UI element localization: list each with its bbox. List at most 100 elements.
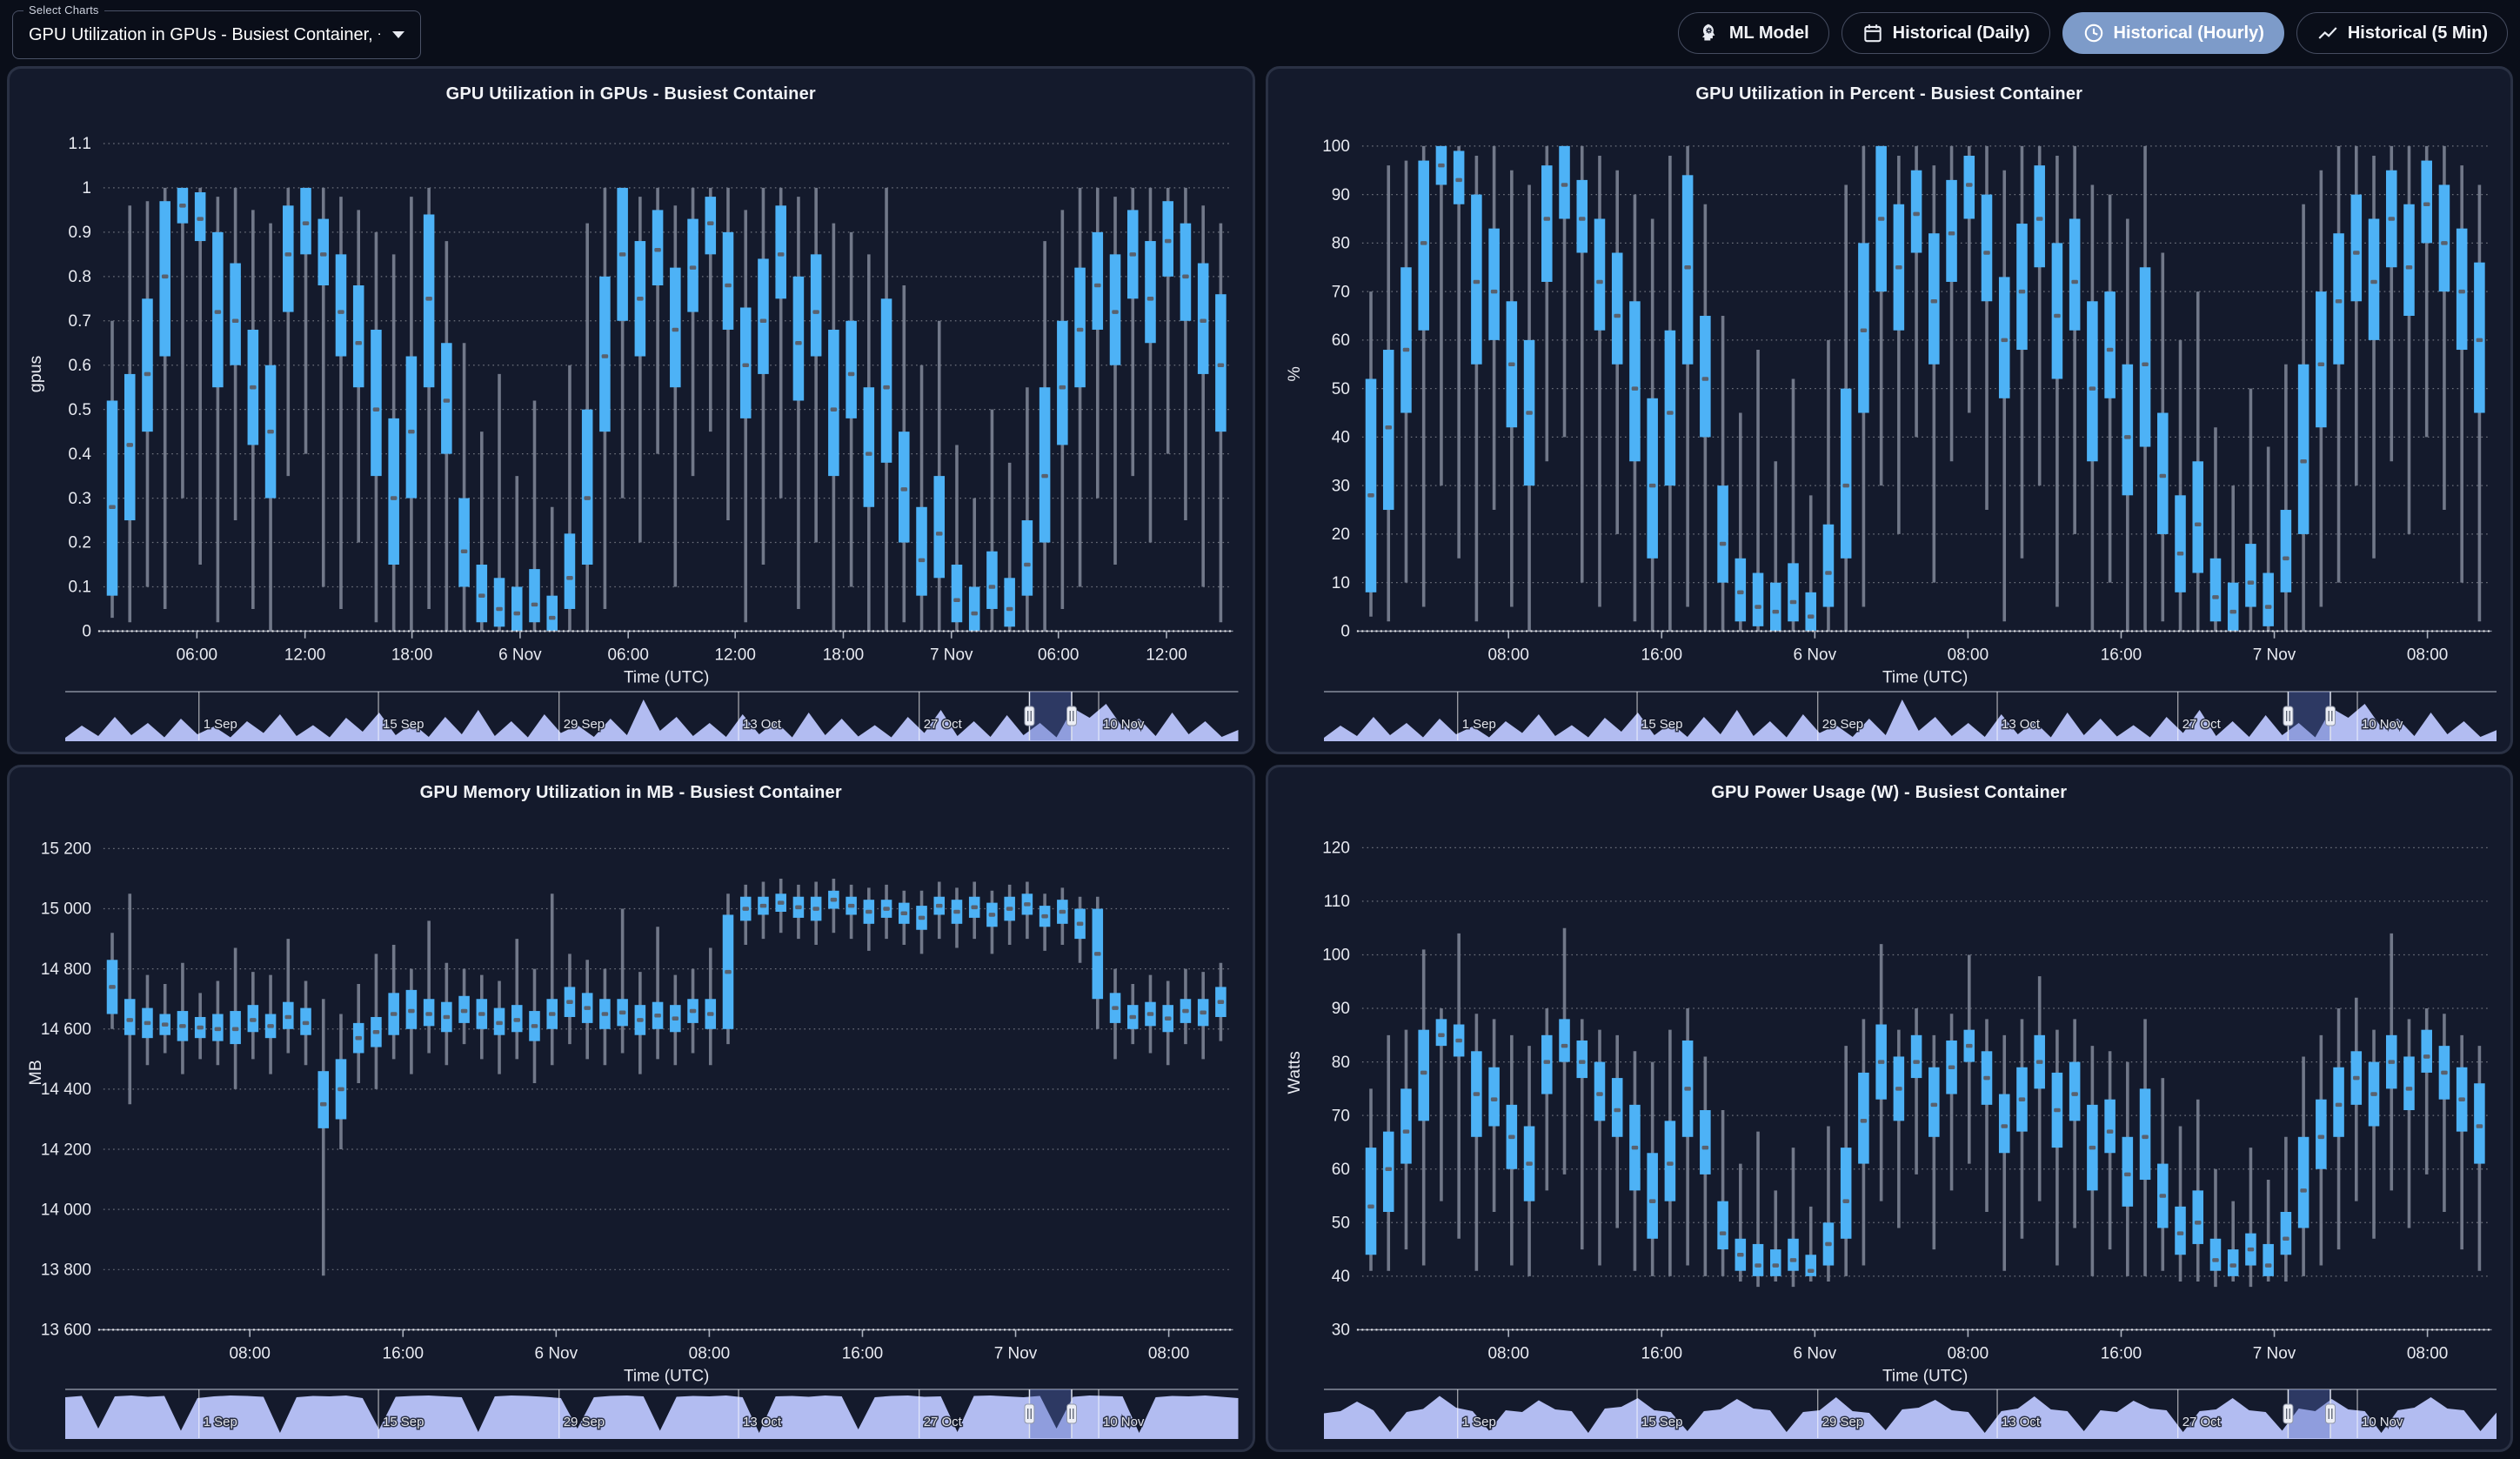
svg-text:6 Nov: 6 Nov bbox=[535, 1344, 578, 1362]
svg-text:12:00: 12:00 bbox=[284, 646, 325, 664]
svg-text:27 Oct: 27 Oct bbox=[924, 1415, 963, 1429]
ml-model-icon bbox=[1701, 23, 1715, 41]
candlestick-plot[interactable]: 120 110 100 90 80 70 60 50 40 30 08:00 16:00 6 Nov 08… bbox=[1279, 805, 2501, 1386]
svg-text:Time (UTC): Time (UTC) bbox=[624, 668, 709, 686]
svg-text:Watts: Watts bbox=[1286, 1051, 1304, 1094]
svg-text:Time (UTC): Time (UTC) bbox=[1882, 668, 1968, 686]
range-navigator[interactable]: 1 Sep 15 Sep 29 Sep 13 Oct 27 Oct 10 Nov bbox=[65, 1389, 1239, 1439]
candlestick-plot[interactable]: 1.1 1 0.9 0.8 0.7 0.6 0.5 0.4 0.3 0.2 0.1 0 06:00 12:… bbox=[20, 106, 1242, 687]
svg-text:16:00: 16:00 bbox=[842, 1344, 883, 1362]
svg-text:40: 40 bbox=[1331, 428, 1349, 446]
svg-text:0.9: 0.9 bbox=[69, 224, 91, 242]
svg-text:6 Nov: 6 Nov bbox=[1793, 646, 1836, 664]
clock-icon bbox=[2084, 23, 2102, 43]
chart-title: GPU Utilization in GPUs - Busiest Contai… bbox=[445, 84, 816, 104]
svg-text:80: 80 bbox=[1331, 234, 1349, 252]
navigator-handle-right[interactable] bbox=[2324, 706, 2336, 726]
svg-text:12:00: 12:00 bbox=[1146, 646, 1186, 664]
historical-5min-label: Historical (5 Min) bbox=[2347, 23, 2488, 43]
svg-text:06:00: 06:00 bbox=[177, 646, 217, 664]
chart-select-value: GPU Utilization in GPUs - Busiest Contai… bbox=[29, 24, 380, 44]
chart-title: GPU Power Usage (W) - Busiest Container bbox=[1711, 782, 2068, 802]
navigator-selection[interactable] bbox=[2287, 1389, 2330, 1438]
svg-text:Time (UTC): Time (UTC) bbox=[1882, 1367, 1968, 1385]
svg-text:12:00: 12:00 bbox=[714, 646, 755, 664]
svg-text:08:00: 08:00 bbox=[1947, 1344, 1988, 1362]
range-navigator[interactable]: 1 Sep 15 Sep 29 Sep 13 Oct 27 Oct 10 Nov bbox=[1323, 690, 2497, 741]
candlestick-plot[interactable]: 15 200 15 000 14 800 14 600 14 400 14 200 14 0… bbox=[20, 805, 1242, 1386]
navigator-handle-right[interactable] bbox=[2324, 1403, 2336, 1424]
svg-text:1: 1 bbox=[82, 179, 91, 197]
navigator-handle-left[interactable] bbox=[2282, 706, 2293, 726]
svg-text:27 Oct: 27 Oct bbox=[2182, 1415, 2221, 1429]
svg-text:30: 30 bbox=[1331, 477, 1349, 495]
svg-text:gpus: gpus bbox=[27, 356, 45, 393]
svg-text:08:00: 08:00 bbox=[229, 1344, 270, 1362]
svg-text:15 Sep: 15 Sep bbox=[383, 1415, 424, 1429]
svg-text:0: 0 bbox=[1340, 622, 1350, 640]
svg-text:100: 100 bbox=[1322, 946, 1350, 964]
svg-text:90: 90 bbox=[1331, 999, 1349, 1017]
svg-text:70: 70 bbox=[1331, 283, 1349, 301]
svg-text:20: 20 bbox=[1331, 525, 1349, 544]
candles bbox=[1365, 927, 2485, 1287]
chart-select[interactable]: Select Charts GPU Utilization in GPUs - … bbox=[12, 3, 421, 59]
svg-text:7 Nov: 7 Nov bbox=[2252, 646, 2296, 664]
svg-text:0.1: 0.1 bbox=[69, 578, 91, 596]
svg-text:16:00: 16:00 bbox=[1641, 646, 1681, 664]
chart-card-gpu-memory: GPU Memory Utilization in MB - Busiest C… bbox=[7, 764, 1255, 1452]
svg-text:16:00: 16:00 bbox=[2100, 646, 2141, 664]
svg-text:7 Nov: 7 Nov bbox=[2252, 1344, 2296, 1362]
svg-text:14 000: 14 000 bbox=[41, 1201, 91, 1219]
svg-text:70: 70 bbox=[1331, 1107, 1349, 1125]
navigator-handle-right[interactable] bbox=[1066, 1403, 1077, 1424]
svg-text:60: 60 bbox=[1331, 331, 1349, 350]
svg-text:1 Sep: 1 Sep bbox=[1461, 716, 1495, 731]
svg-text:08:00: 08:00 bbox=[2406, 1344, 2447, 1362]
navigator-handle-right[interactable] bbox=[1066, 706, 1077, 726]
navigator-handle-left[interactable] bbox=[1024, 706, 1035, 726]
svg-text:10 Nov: 10 Nov bbox=[1103, 1415, 1145, 1429]
charts-grid: GPU Utilization in GPUs - Busiest Contai… bbox=[7, 66, 2513, 1452]
svg-text:%: % bbox=[1286, 366, 1304, 381]
svg-text:13 Oct: 13 Oct bbox=[743, 716, 782, 731]
navigator-selection[interactable] bbox=[1029, 1389, 1073, 1438]
historical-daily-button[interactable]: Historical (Daily) bbox=[1841, 12, 2050, 54]
svg-text:14 600: 14 600 bbox=[41, 1020, 91, 1038]
svg-text:18:00: 18:00 bbox=[823, 646, 864, 664]
navigator-handle-left[interactable] bbox=[1024, 1403, 1035, 1424]
svg-text:10 Nov: 10 Nov bbox=[1103, 716, 1145, 731]
range-navigator[interactable]: 1 Sep 15 Sep 29 Sep 13 Oct 27 Oct 10 Nov bbox=[65, 690, 1239, 741]
svg-text:50: 50 bbox=[1331, 380, 1349, 398]
svg-text:06:00: 06:00 bbox=[607, 646, 648, 664]
svg-text:0.4: 0.4 bbox=[69, 445, 92, 464]
navigator-area bbox=[65, 699, 1239, 740]
svg-text:6 Nov: 6 Nov bbox=[498, 646, 542, 664]
navigator-handle-left[interactable] bbox=[2282, 1403, 2293, 1424]
svg-text:16:00: 16:00 bbox=[2100, 1344, 2141, 1362]
chart-select-label: Select Charts bbox=[23, 3, 104, 17]
historical-hourly-button[interactable]: Historical (Hourly) bbox=[2062, 12, 2284, 54]
chart-title: GPU Memory Utilization in MB - Busiest C… bbox=[419, 782, 842, 802]
candles bbox=[1365, 145, 2485, 632]
navigator-selection[interactable] bbox=[1029, 691, 1073, 740]
candlestick-plot[interactable]: 100 90 80 70 60 50 40 30 20 10 0 08:00 16:00 6 Nov 08:… bbox=[1279, 106, 2501, 687]
chevron-down-icon bbox=[392, 31, 404, 38]
svg-text:15 Sep: 15 Sep bbox=[383, 716, 424, 731]
svg-text:13 800: 13 800 bbox=[41, 1261, 91, 1279]
svg-text:18:00: 18:00 bbox=[391, 646, 432, 664]
svg-text:50: 50 bbox=[1331, 1214, 1349, 1232]
svg-text:08:00: 08:00 bbox=[2406, 646, 2447, 664]
chart-title: GPU Utilization in Percent - Busiest Con… bbox=[1695, 84, 2083, 104]
ml-model-button[interactable]: ML Model bbox=[1677, 12, 1829, 54]
svg-text:6 Nov: 6 Nov bbox=[1793, 1344, 1836, 1362]
svg-text:15 Sep: 15 Sep bbox=[1641, 716, 1682, 731]
navigator-selection[interactable] bbox=[2287, 691, 2330, 740]
svg-text:10 Nov: 10 Nov bbox=[2362, 1415, 2403, 1429]
range-navigator[interactable]: 1 Sep 15 Sep 29 Sep 13 Oct 27 Oct 10 Nov bbox=[1323, 1389, 2497, 1439]
ml-model-label: ML Model bbox=[1728, 23, 1809, 43]
navigator-area bbox=[1323, 1395, 2497, 1438]
historical-5min-button[interactable]: Historical (5 Min) bbox=[2296, 12, 2508, 54]
